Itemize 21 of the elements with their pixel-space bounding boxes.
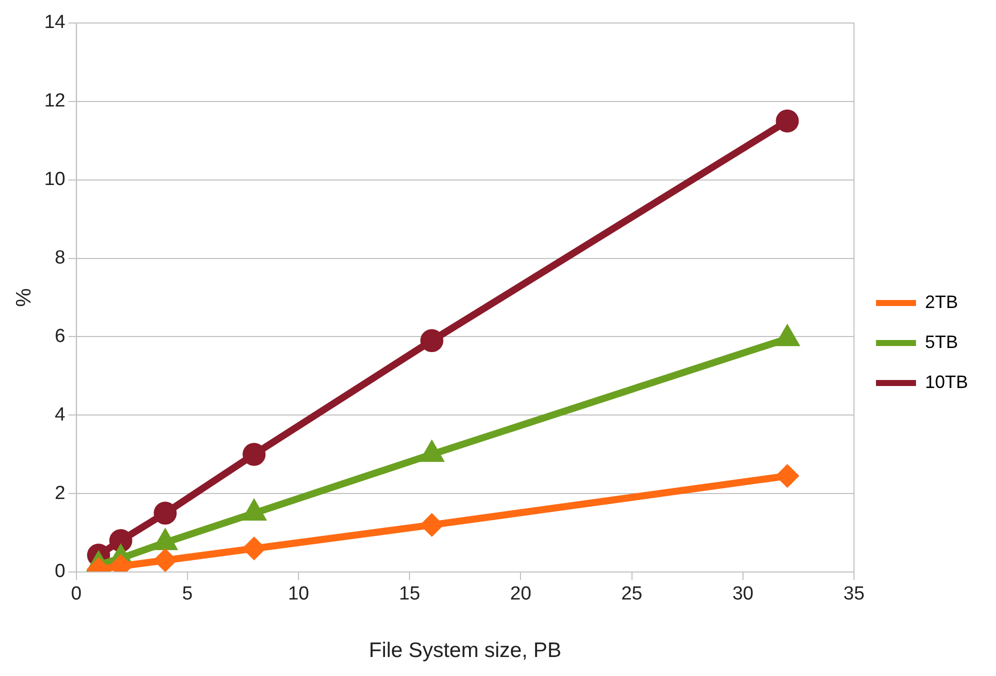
x-axis-title: File System size, PB [368,639,562,662]
legend-label: 2TB [924,292,958,312]
x-tick-label: 30 [732,584,754,605]
legend-label: 5TB [924,332,958,352]
x-tick-label: 25 [621,584,642,605]
x-tick-label: 35 [843,584,865,605]
y-tick-label: 8 [54,248,66,269]
x-tick-label: 20 [510,584,532,605]
y-axis-title: % [12,288,36,307]
x-tick-label: 10 [288,584,310,605]
y-tick-label: 12 [44,90,66,112]
y-tick-label: 2 [54,482,66,504]
x-tick-label: 5 [182,584,193,605]
y-tick-label: 4 [54,404,66,426]
legend-label: 10TB [924,372,968,392]
y-tick-label: 0 [54,561,66,582]
x-tick-label: 0 [71,584,82,605]
y-tick-label: 10 [44,169,66,190]
y-tick-label: 14 [44,12,66,34]
y-tick-label: 6 [54,326,66,347]
x-tick-label: 15 [399,584,420,605]
